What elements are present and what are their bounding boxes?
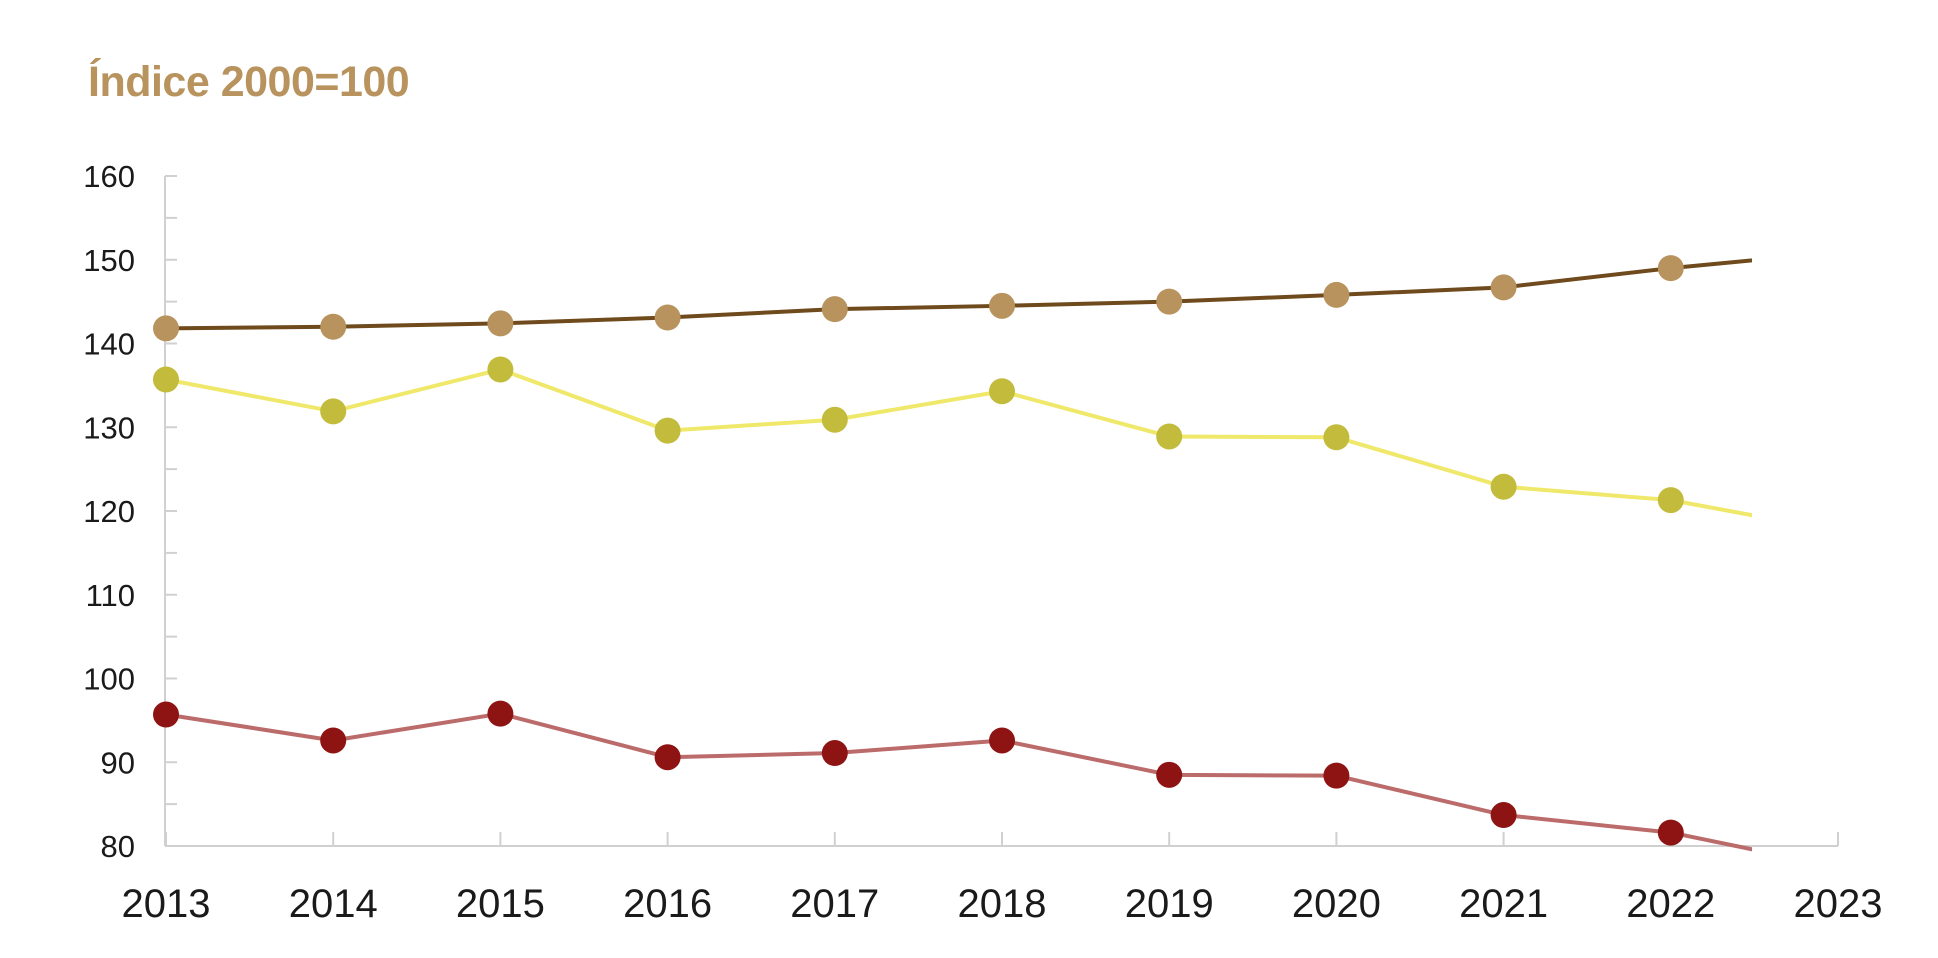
x-tick-label: 2013 [122, 882, 211, 926]
x-tick-label: 2022 [1626, 882, 1715, 926]
data-point [1323, 762, 1350, 789]
y-tick-label: 80 [101, 829, 135, 864]
data-point [1825, 518, 1851, 544]
data-point [1156, 423, 1183, 450]
data-point [1490, 802, 1517, 829]
data-point [487, 700, 514, 727]
x-tick-label: 2018 [958, 882, 1047, 926]
data-point [1657, 487, 1684, 514]
data-point [1825, 239, 1851, 265]
y-tick-label: 100 [83, 662, 135, 697]
data-point [821, 296, 848, 323]
y-tick-label: 160 [83, 159, 135, 194]
x-tick-label: 2015 [456, 882, 545, 926]
x-axis: 2013 2014 2015 2016 2017 2018 2019 2020 2021 2022… [122, 832, 1883, 926]
data-point [1156, 761, 1183, 788]
x-tick-label: 2020 [1292, 882, 1381, 926]
series-3 [153, 700, 1752, 852]
data-point [821, 406, 848, 433]
data-point [989, 292, 1015, 319]
y-tick-label: 130 [83, 410, 135, 445]
x-tick-label: 2014 [289, 882, 378, 926]
y-tick-label: 90 [101, 745, 135, 780]
data-point [1323, 424, 1350, 451]
data-point [320, 398, 347, 425]
data-point [1490, 274, 1517, 301]
series-2 [153, 356, 1851, 544]
y-tick-label: 120 [83, 494, 135, 529]
data-point [1156, 288, 1183, 315]
x-tick-label: 2017 [790, 882, 879, 926]
data-point [821, 740, 848, 767]
data-point [320, 313, 347, 340]
x-tick-label: 2021 [1459, 882, 1548, 926]
series-group [153, 239, 1851, 852]
data-point [1490, 473, 1517, 500]
x-tick-label: 2019 [1125, 882, 1214, 926]
data-point [654, 417, 681, 444]
y-axis: 80 90 100 110 120 130 140 150 160 [83, 159, 177, 864]
y-tick-label: 110 [86, 578, 135, 613]
data-point [654, 744, 681, 771]
data-point [153, 701, 179, 728]
series-1 [153, 239, 1851, 342]
data-point [320, 727, 347, 754]
data-point [1323, 281, 1350, 308]
data-point [487, 310, 514, 337]
y-tick-label: 150 [83, 243, 135, 278]
data-point [654, 304, 681, 331]
data-point [153, 366, 179, 393]
x-tick-label: 2016 [623, 882, 712, 926]
data-point [153, 315, 179, 342]
data-point [989, 378, 1015, 405]
y-tick-label: 140 [83, 327, 135, 362]
data-point [487, 356, 514, 383]
x-tick-label: 2023 [1794, 882, 1883, 926]
data-point [1657, 255, 1684, 282]
data-point [1657, 819, 1684, 846]
chart-title: Índice 2000=100 [88, 58, 410, 106]
data-point [989, 727, 1015, 754]
